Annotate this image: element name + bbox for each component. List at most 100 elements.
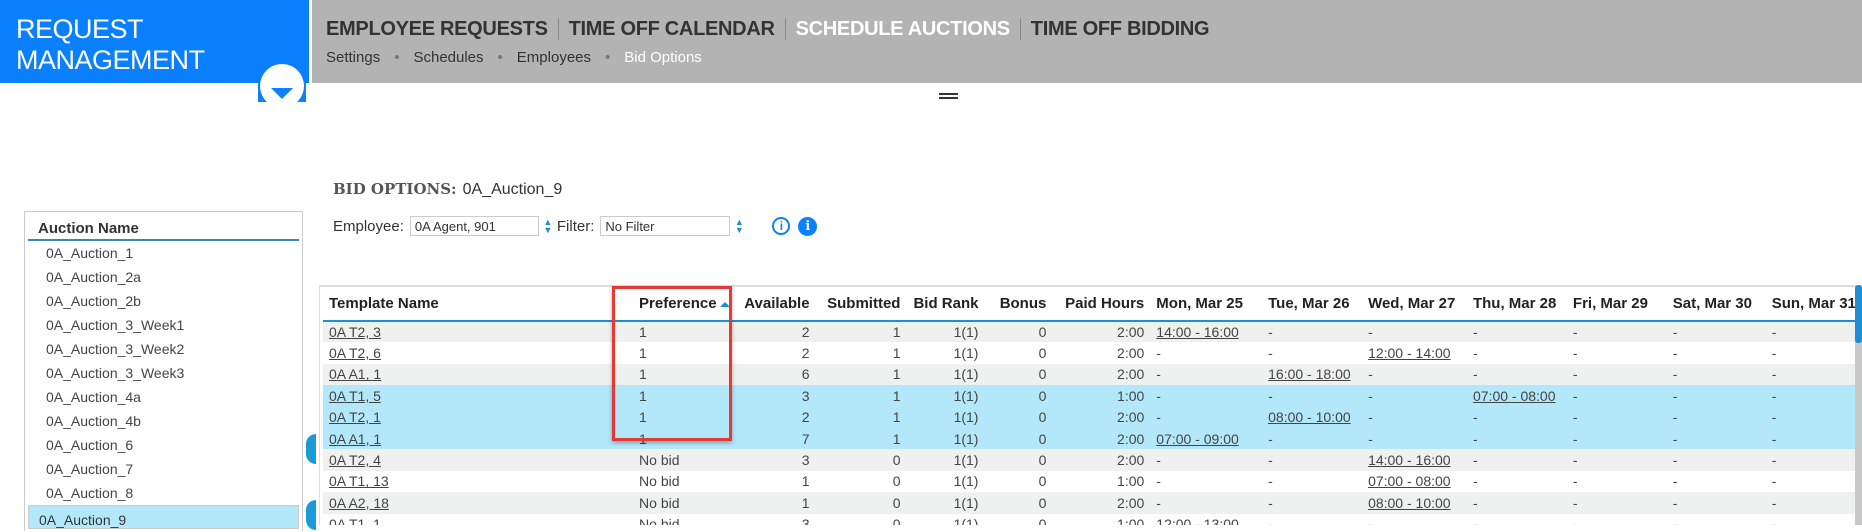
shift-link[interactable]: 08:00 - 10:00: [1368, 494, 1451, 511]
table-cell: 1: [619, 321, 736, 343]
template-link[interactable]: 0A T2, 1: [329, 409, 381, 426]
column-header[interactable]: Fri, Mar 29: [1566, 287, 1667, 322]
subnav-employees[interactable]: Employees: [516, 49, 591, 66]
info-outline-icon[interactable]: i: [772, 217, 791, 235]
shift-link[interactable]: 07:00 - 08:00: [1472, 387, 1556, 404]
chevron-down-icon[interactable]: [271, 88, 293, 99]
subnav-schedules[interactable]: Schedules: [413, 49, 484, 66]
column-header[interactable]: Preference: [619, 287, 736, 322]
template-link[interactable]: 0A A1, 1: [329, 366, 382, 383]
shift-link[interactable]: 08:00 - 10:00: [1268, 409, 1351, 426]
table-cell: 1: [619, 385, 736, 407]
template-link[interactable]: 0A A1, 1: [329, 430, 382, 447]
cell-value: No bid: [639, 516, 680, 525]
cell-value: 1: [892, 430, 901, 447]
table-cell: 0: [984, 342, 1052, 363]
template-link[interactable]: 0A T1, 1: [329, 516, 381, 525]
template-link[interactable]: 0A T2, 4: [329, 452, 381, 469]
filter-select[interactable]: No Filter: [600, 216, 731, 236]
auction-list-item[interactable]: 0A_Auction_2b: [46, 293, 141, 309]
auction-list-item[interactable]: 0A_Auction_9: [28, 505, 299, 529]
column-header[interactable]: Wed, Mar 27: [1362, 287, 1467, 322]
auction-list-item[interactable]: 0A_Auction_1: [46, 245, 134, 261]
template-link[interactable]: 0A T1, 5: [329, 387, 381, 404]
table-row[interactable]: 0A T2, 4 No bid 3 0 1(1) 0 2:00- -14:00 - 16:00…: [323, 449, 1862, 471]
cell-value: 2:00: [1117, 409, 1145, 426]
shift-link[interactable]: 12:00 - 14:00: [1368, 345, 1451, 362]
subnav-settings[interactable]: Settings: [326, 49, 381, 66]
employee-spinner-icon[interactable]: ▲ ▼: [543, 217, 553, 235]
cell-value: -: [1771, 387, 1777, 404]
table-cell: 0: [815, 449, 907, 471]
nav-tab-time-off-calendar[interactable]: TIME OFF CALENDAR: [557, 18, 785, 40]
table-cell: -: [1567, 514, 1667, 525]
table-cell: 0: [815, 492, 907, 514]
shift-link[interactable]: 14:00 - 16:00: [1156, 324, 1239, 341]
column-header[interactable]: Bid Rank: [906, 287, 985, 322]
sort-ascending-icon[interactable]: [719, 301, 730, 307]
column-header[interactable]: Available: [735, 287, 816, 322]
nav-tab-time-off-bidding[interactable]: TIME OFF BIDDING: [1019, 18, 1220, 40]
table-row[interactable]: 0A A1, 1 1 6 1 1(1) 0 2:00-16:00 - 18:00- - - - -: [323, 363, 1862, 386]
table-row[interactable]: 0A T1, 5 1 3 1 1(1) 0 1:00- - -07:00 - 08:00- - -: [323, 385, 1862, 407]
auction-list-item[interactable]: 0A_Auction_2a: [46, 269, 141, 285]
table-scrollbar-thumb[interactable]: [1855, 285, 1862, 343]
auction-list-item[interactable]: 0A_Auction_3_Week3: [46, 365, 185, 381]
hamburger-icon[interactable]: [939, 93, 958, 99]
shift-link[interactable]: 07:00 - 09:00: [1156, 430, 1239, 447]
auction-list-item[interactable]: 0A_Auction_7: [46, 461, 134, 477]
auction-list-item[interactable]: 0A_Auction_3_Week1: [46, 317, 185, 333]
auction-list-item[interactable]: 0A_Auction_4b: [46, 413, 141, 429]
column-header[interactable]: Thu, Mar 28: [1466, 287, 1567, 322]
nav-tab-schedule-auctions[interactable]: SCHEDULE AUCTIONS: [784, 18, 1020, 40]
table-row[interactable]: 0A T1, 1 No bid 3 0 1(1) 0 1:00 12:00 - 13:00 - -…: [323, 514, 1862, 525]
info-icon[interactable]: i: [798, 216, 818, 236]
column-header[interactable]: Tue, Mar 26: [1262, 287, 1363, 322]
table-cell: -: [1262, 492, 1363, 514]
template-link[interactable]: 0A T2, 3: [329, 324, 381, 341]
column-header[interactable]: Paid Hours: [1052, 287, 1151, 322]
column-header[interactable]: Submitted: [815, 287, 907, 322]
shift-link[interactable]: 12:00 - 13:00: [1156, 516, 1239, 525]
auction-list-item[interactable]: 0A_Auction_3_Week2: [46, 341, 185, 357]
auction-list-item[interactable]: 0A_Auction_8: [46, 485, 134, 501]
table-cell: -: [1766, 342, 1862, 363]
table-cell: 7: [735, 427, 816, 450]
filter-spinner-icon[interactable]: ▲ ▼: [734, 217, 744, 235]
cell-value: -: [1672, 473, 1678, 490]
column-header[interactable]: Sun, Mar 31: [1765, 287, 1862, 322]
template-link[interactable]: 0A T1, 13: [329, 473, 389, 490]
cell-value: -: [1672, 409, 1678, 426]
table-row[interactable]: 0A A1, 1 1 7 1 1(1) 0 2:00 07:00 - 09:00 - - - - - -: [323, 427, 1862, 450]
table-cell: -: [1765, 321, 1862, 343]
table-cell: 0: [816, 471, 907, 492]
cell-value: 2: [801, 409, 810, 426]
column-header[interactable]: Sat, Mar 30: [1666, 287, 1766, 322]
nav-tab-employee-requests[interactable]: EMPLOYEE REQUESTS: [326, 18, 548, 40]
subnav-bid-options[interactable]: Bid Options: [624, 49, 702, 66]
column-header[interactable]: Template Name: [323, 287, 620, 322]
collapse-tab-handle[interactable]: [306, 500, 316, 530]
template-link[interactable]: 0A T2, 6: [329, 345, 381, 362]
table-row[interactable]: 0A T1, 13 No bid 1 0 1(1) 0 1:00- -07:00 - 08:0…: [323, 471, 1862, 492]
template-link[interactable]: 0A A2, 18: [329, 494, 389, 511]
auction-list-item[interactable]: 0A_Auction_6: [46, 437, 134, 453]
table-row[interactable]: 0A T2, 1 1 2 1 1(1) 0 2:00-08:00 - 10:00- - - - -: [323, 406, 1862, 428]
table-cell: -: [1262, 514, 1362, 525]
column-header-label: Bid Rank: [913, 295, 979, 312]
shift-link[interactable]: 14:00 - 16:00: [1368, 452, 1451, 469]
table-cell: -: [1150, 342, 1262, 363]
collapse-tab-handle[interactable]: [306, 434, 316, 464]
table-row[interactable]: 0A T2, 6 1 2 1 1(1) 0 2:00- -12:00 - 14:00- - - -: [323, 342, 1862, 363]
column-header[interactable]: Bonus: [984, 287, 1053, 322]
shift-link[interactable]: 16:00 - 18:00: [1268, 366, 1351, 383]
table-scrollbar[interactable]: [1855, 288, 1862, 525]
table-row[interactable]: 0A T2, 3 1 2 1 1(1) 0 2:00 14:00 - 16:00 - - - - - -: [323, 321, 1862, 343]
shift-link[interactable]: 07:00 - 08:00: [1368, 473, 1451, 490]
table-row[interactable]: 0A A2, 18 No bid 1 0 1(1) 0 2:00- -08:00 - 10:0…: [323, 492, 1862, 514]
auction-list-item[interactable]: 0A_Auction_4a: [46, 389, 141, 405]
cell-value: No bid: [639, 473, 680, 490]
cell-value: -: [1572, 366, 1578, 383]
employee-select[interactable]: 0A Agent, 901: [409, 216, 539, 236]
column-header[interactable]: Mon, Mar 25: [1150, 287, 1263, 322]
